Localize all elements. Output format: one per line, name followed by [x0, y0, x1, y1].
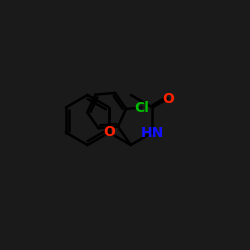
- Text: HN: HN: [141, 126, 164, 140]
- Text: O: O: [103, 126, 115, 140]
- Text: O: O: [162, 92, 174, 106]
- Text: Cl: Cl: [134, 100, 149, 114]
